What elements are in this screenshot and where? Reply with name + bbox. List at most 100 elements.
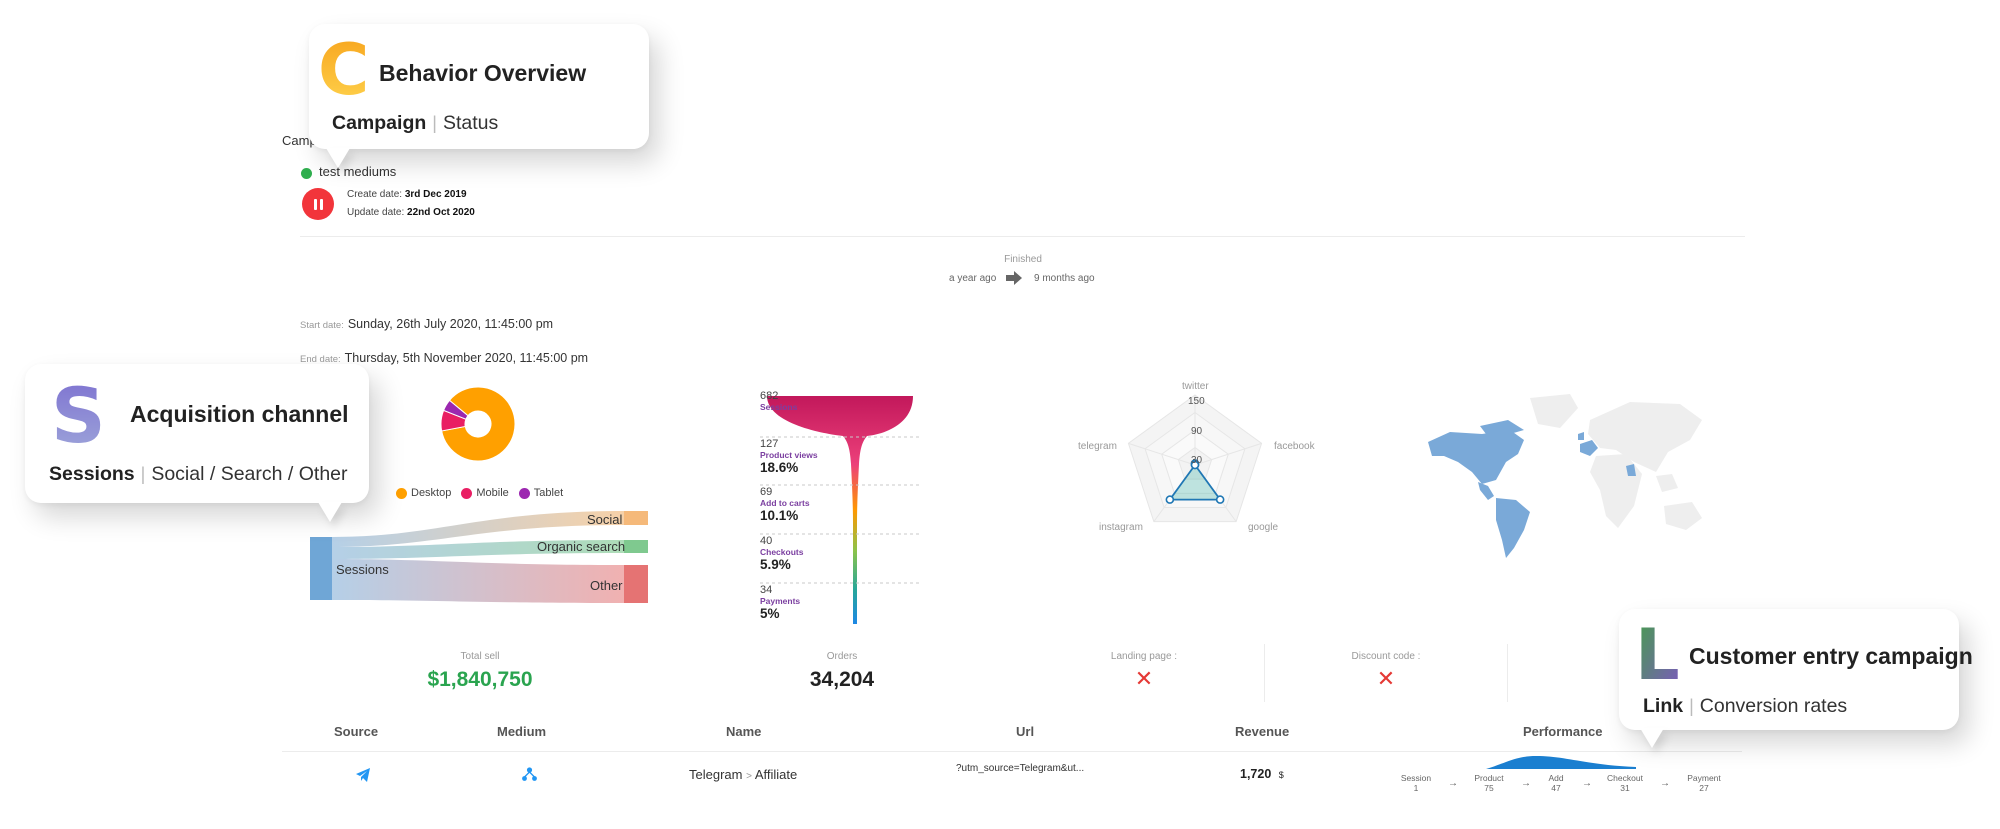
legend-swatch: [461, 487, 473, 499]
perf-step-value: 75: [1484, 783, 1494, 793]
map-australia: [1664, 502, 1702, 530]
perf-step-value: 47: [1551, 783, 1561, 793]
callout-customer-entry-campaign: L Customer entry campaign Link | Conversio…: [1619, 609, 1973, 730]
map-uk: [1578, 432, 1584, 440]
sankey-link-social: [332, 511, 624, 547]
funnel-step-checkouts: 40 Checkouts 5.9%: [760, 535, 803, 572]
arrow-right-icon: [1006, 271, 1022, 285]
funnel-label: Sessions: [760, 402, 798, 412]
start-date-label: Start date:: [300, 320, 344, 331]
radar-axis-line: [1128, 442, 1196, 466]
radar-tick: 150: [1188, 396, 1205, 407]
letter-s-glyph: S: [51, 376, 106, 452]
create-date-label: Create date:: [347, 189, 403, 200]
telegram-icon[interactable]: [355, 767, 371, 783]
sankey-link-organic: [332, 540, 624, 559]
sankey-link-other: [332, 559, 624, 603]
map-middle-east: [1626, 464, 1636, 476]
perf-step-add: Add 47: [1531, 773, 1581, 793]
legend-desktop[interactable]: Desktop: [396, 487, 451, 499]
letter-c-glyph: C: [318, 34, 369, 102]
col-header-medium[interactable]: Medium: [497, 724, 547, 739]
donut-slice-tablet: [442, 399, 469, 420]
col-header-revenue[interactable]: Revenue: [1235, 724, 1290, 739]
funnel-step-payments: 34 Payments 5%: [760, 584, 800, 621]
funnel-label: Add to carts: [760, 498, 810, 508]
callout-title: Behavior Overview: [379, 60, 587, 86]
radar-axis-facebook: facebook: [1274, 441, 1315, 452]
start-date-value: Sunday, 26th July 2020, 11:45:00 pm: [347, 317, 554, 331]
col-header-name[interactable]: Name: [726, 724, 762, 739]
start-date: Start date: Sunday, 26th July 2020, 11:45…: [300, 317, 553, 331]
row-name-separator: >: [746, 771, 752, 782]
radar-tick: 30: [1191, 455, 1203, 466]
create-date: Create date: 3rd Dec 2019: [347, 189, 467, 200]
divider: [300, 236, 1745, 237]
legend-swatch: [396, 487, 407, 499]
orders-label: Orders: [826, 651, 858, 662]
world-map-chart: [1428, 394, 1702, 558]
funnel-step-product-views: 127 Product views 18.6%: [760, 438, 818, 475]
funnel-count: 34: [760, 584, 773, 596]
device-donut-chart: [440, 386, 516, 462]
perf-step-label: Checkout: [1607, 773, 1643, 783]
sankey-label-social: Social: [587, 512, 623, 527]
sankey-node-social: [624, 511, 648, 525]
radar-point-instagram: [1165, 495, 1175, 504]
pause-icon: [313, 198, 317, 210]
end-date: End date: Thursday, 5th November 2020, 11…: [300, 351, 588, 365]
col-header-url[interactable]: Url: [1016, 724, 1035, 739]
device-legend: Desktop Mobile Tablet: [396, 487, 563, 499]
update-date-value: 22nd Oct 2020: [407, 207, 475, 218]
map-greenland: [1530, 394, 1578, 428]
letter-l-logo: L: [1635, 619, 1680, 683]
timeline-end: 9 months ago: [1034, 273, 1095, 284]
legend-label: Desktop: [411, 487, 452, 499]
perf-step-label: Product: [1474, 773, 1504, 783]
perf-step-product: Product 75: [1464, 773, 1514, 793]
funnel-count: 69: [760, 486, 773, 498]
col-header-source[interactable]: Source: [334, 724, 379, 739]
row-name-medium: Affiliate: [754, 767, 798, 782]
legend-swatch: [518, 487, 530, 499]
funnel-label: Payments: [760, 596, 801, 606]
end-date-value: Thursday, 5th November 2020, 11:45:00 pm: [344, 351, 589, 365]
radar-axis-telegram: telegram: [1078, 441, 1117, 452]
table-header-divider: [282, 751, 1742, 752]
col-header-performance[interactable]: Performance: [1523, 724, 1603, 739]
kpi-divider: [1264, 644, 1265, 702]
radar-tick: 90: [1191, 426, 1203, 437]
sankey-node-sessions: [310, 537, 332, 600]
map-south-america: [1496, 498, 1530, 558]
donut-slice-desktop: [441, 386, 516, 462]
affiliate-network-icon[interactable]: [521, 766, 538, 783]
radar-point-google: [1215, 495, 1225, 504]
performance-area: [1486, 756, 1636, 769]
legend-label: Mobile: [476, 487, 509, 499]
funnel-step-add-to-carts: 69 Add to carts 10.1%: [760, 486, 810, 523]
callout-sub-rest: Conversion rates: [1699, 695, 1848, 717]
funnel-label: Checkouts: [760, 547, 804, 557]
funnel-count: 682: [760, 390, 779, 402]
pause-icon-bar: [319, 198, 323, 210]
callout-subtitle: Campaign | Status: [332, 112, 498, 135]
sankey-node-other: [624, 565, 648, 603]
callout-sub-separator: |: [140, 464, 146, 484]
map-southeast-asia: [1656, 474, 1678, 492]
row-url[interactable]: ?utm_source=Telegram&ut...: [956, 763, 1085, 774]
callout-subtitle: Sessions | Social / Search / Other: [49, 463, 348, 486]
discount-code-empty-icon: ✕: [1376, 666, 1396, 691]
pause-button[interactable]: [302, 188, 334, 220]
row-name[interactable]: Telegram > Affiliate: [689, 767, 797, 782]
sankey-label-other: Other: [590, 578, 623, 593]
callout-pointer: [326, 148, 350, 168]
update-date: Update date: 22nd Oct 2020: [347, 207, 475, 218]
radar-axis-google: google: [1248, 522, 1279, 533]
callout-sub-bold: Link: [1643, 695, 1684, 717]
legend-tablet[interactable]: Tablet: [518, 487, 563, 499]
callout-sub-separator: |: [1689, 696, 1694, 716]
create-date-value: 3rd Dec 2019: [404, 189, 467, 200]
callout-pointer: [318, 502, 342, 522]
sessions-sankey-chart: [310, 511, 648, 603]
legend-mobile[interactable]: Mobile: [461, 487, 509, 499]
